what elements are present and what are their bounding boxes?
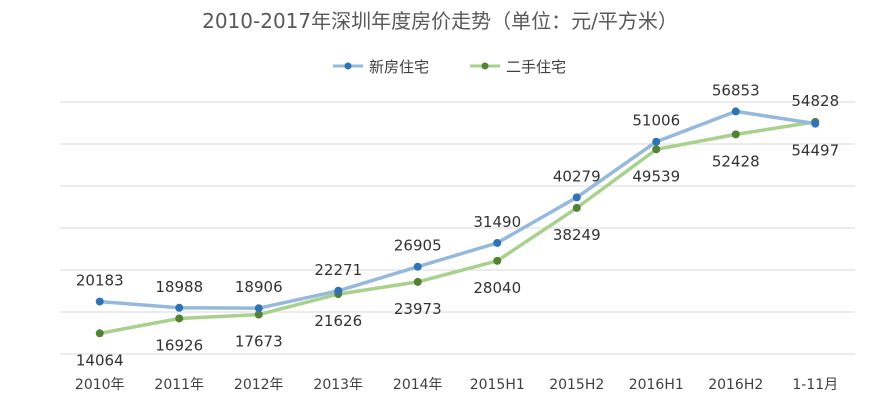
data-point [175, 303, 184, 312]
data-label: 54828 [791, 92, 839, 110]
data-label: 38249 [553, 226, 601, 244]
data-point [334, 286, 343, 295]
x-tick-label: 1-11月 [792, 377, 838, 393]
data-label: 21626 [314, 312, 362, 330]
data-point [95, 329, 104, 338]
x-tick-label: 2015H2 [549, 377, 604, 393]
data-point [731, 130, 740, 139]
legend-label: 二手住宅 [506, 58, 566, 76]
data-label: 20183 [76, 272, 124, 290]
data-point [254, 304, 263, 313]
data-label: 26905 [394, 237, 442, 255]
series-lines [98, 109, 818, 336]
data-label: 51006 [632, 112, 680, 130]
data-label: 31490 [473, 213, 521, 231]
x-tick-label: 2013年 [313, 377, 363, 393]
data-labels: 20183 14064 18988 16926 18906 17673 22271 21626… [76, 81, 839, 369]
x-tick-label: 2011年 [154, 377, 204, 393]
series-line [98, 109, 818, 310]
x-tick-label: 2010年 [75, 377, 125, 393]
data-markers [95, 107, 820, 338]
x-tick-label: 2016H1 [629, 377, 684, 393]
data-label: 22271 [314, 261, 362, 279]
data-label: 40279 [553, 167, 601, 185]
data-label: 18988 [155, 278, 203, 296]
x-tick-label: 2014年 [393, 377, 443, 393]
data-point [254, 310, 263, 319]
data-label: 49539 [632, 167, 680, 185]
data-label: 28040 [473, 279, 521, 297]
data-point [95, 297, 104, 306]
data-point [413, 277, 422, 286]
data-label: 14064 [76, 351, 124, 369]
data-label: 18906 [235, 278, 283, 296]
data-label: 54497 [791, 142, 839, 160]
data-label: 56853 [712, 81, 760, 99]
legend-swatch-marker [481, 62, 489, 70]
data-label: 17673 [235, 333, 283, 351]
data-point [572, 203, 581, 212]
data-point [652, 137, 661, 146]
legend-swatch-marker [344, 62, 352, 70]
data-point [572, 193, 581, 202]
data-point [175, 314, 184, 323]
data-point [652, 145, 661, 154]
data-label: 16926 [155, 336, 203, 354]
x-tick-label: 2012年 [234, 377, 284, 393]
data-point [493, 256, 502, 265]
legend-label: 新房住宅 [369, 58, 429, 76]
x-tick-label: 2015H1 [470, 377, 525, 393]
x-tick-label: 2016H2 [708, 377, 763, 393]
data-point [493, 238, 502, 247]
chart-title: 2010-2017年深圳年度房价走势（单位：元/平方米） [202, 9, 678, 33]
series-line [98, 120, 818, 336]
gridlines [60, 101, 855, 355]
data-point [413, 262, 422, 271]
data-label: 52428 [712, 152, 760, 170]
legend: 新房住宅 二手住宅 [333, 58, 566, 76]
data-point [731, 107, 740, 116]
data-point [811, 119, 820, 128]
x-axis: 2010年 2011年 2012年 2013年 2014年 2015H1 2015H2 201… [75, 377, 838, 393]
data-label: 23973 [394, 300, 442, 318]
